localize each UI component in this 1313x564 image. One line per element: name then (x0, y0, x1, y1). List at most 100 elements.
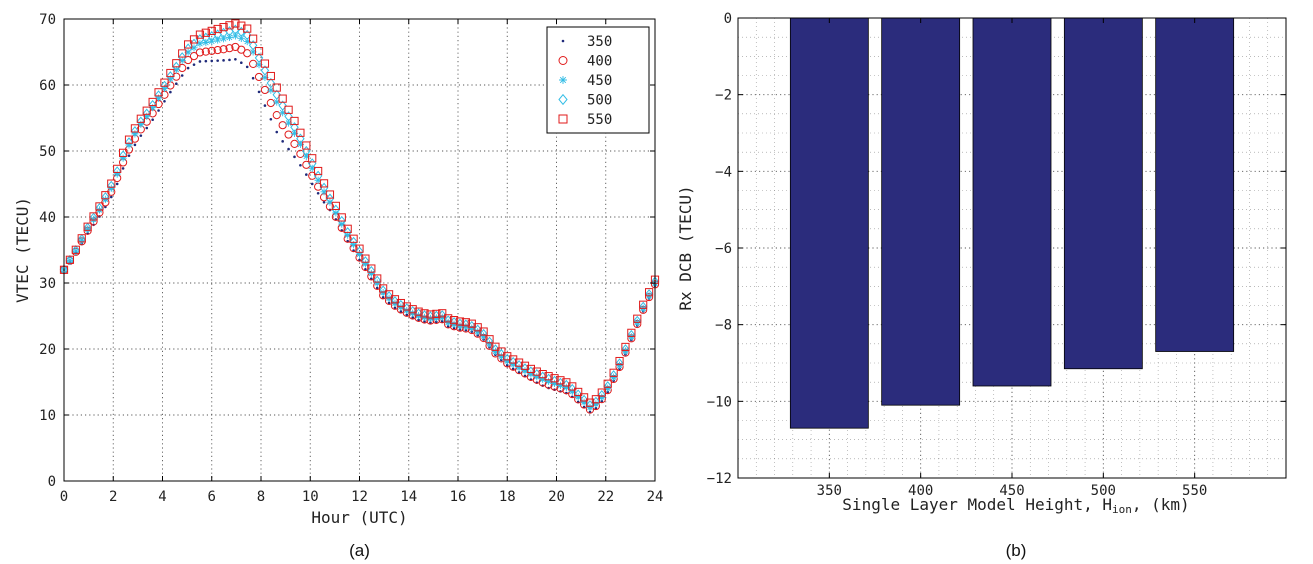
data-point-550 (77, 234, 86, 243)
data-point-550 (373, 274, 382, 283)
data-point-550 (479, 327, 488, 336)
data-point-550 (444, 314, 453, 323)
data-point-500 (290, 122, 299, 133)
legend-entry-350: 350 (561, 34, 612, 50)
data-point-350 (245, 65, 249, 69)
data-point-500 (331, 204, 341, 215)
data-point-400 (284, 130, 293, 139)
data-point-350 (169, 90, 172, 94)
data-point-450 (379, 288, 387, 297)
data-point-400 (237, 45, 246, 54)
data-point-500 (384, 291, 394, 302)
x-tick-label: 22 (597, 489, 614, 505)
data-point-350 (612, 379, 615, 383)
data-point-350 (174, 82, 178, 85)
data-point-500 (609, 370, 618, 381)
data-point-450 (468, 324, 476, 332)
data-point-350 (411, 316, 414, 319)
data-point-450 (533, 373, 541, 381)
data-point-500 (319, 182, 329, 194)
data-point-400 (254, 72, 264, 82)
y-tick-label: −4 (715, 164, 732, 180)
data-point-550 (426, 310, 435, 319)
data-point-550 (154, 88, 163, 97)
data-point-450 (172, 66, 180, 74)
data-point-350 (352, 249, 355, 252)
bar-500 (1063, 17, 1143, 370)
x-tick-label: 16 (450, 489, 467, 505)
x-tick-label: 20 (548, 489, 565, 505)
bar-400 (881, 17, 961, 406)
data-point-500 (343, 227, 352, 238)
x-tick-label: 12 (351, 489, 368, 505)
data-point-450 (225, 33, 234, 42)
data-point-500 (101, 192, 110, 203)
data-point-550 (302, 141, 311, 150)
data-point-350 (133, 143, 137, 147)
data-point-550 (243, 24, 252, 33)
data-point-450 (178, 56, 186, 65)
data-point-450 (562, 383, 570, 391)
data-point-500 (183, 43, 193, 54)
data-point-450 (326, 198, 334, 206)
y-tick-label: 10 (39, 408, 56, 424)
data-point-550 (574, 387, 583, 397)
data-point-500 (573, 389, 583, 400)
data-point-500 (633, 315, 642, 327)
data-point-500 (349, 236, 358, 248)
panel-b: 350 400 450 500 550 −12 −10 −8 −6 −4 −2 0 Single La… (676, 11, 1287, 560)
data-point-350 (281, 140, 284, 143)
data-point-350 (299, 163, 302, 167)
data-point-450 (521, 367, 529, 375)
data-point-450 (113, 170, 121, 178)
data-point-550 (532, 367, 541, 376)
data-point-350 (381, 296, 385, 299)
data-point-500 (355, 246, 364, 257)
data-point-400 (266, 98, 275, 108)
data-point-500 (254, 52, 264, 64)
bar-350 (789, 17, 869, 429)
data-point-450 (284, 119, 293, 127)
data-point-350 (192, 63, 196, 66)
data-point-350 (464, 328, 468, 332)
data-point-500 (136, 116, 146, 127)
data-point-550 (266, 71, 275, 81)
data-point-500 (621, 344, 630, 355)
data-point-350 (293, 155, 296, 159)
data-point-550 (260, 59, 270, 68)
data-point-550 (136, 114, 145, 123)
data-point-350 (600, 399, 604, 403)
panel-a-x-axis-label: Hour (UTC) (311, 508, 407, 527)
data-point-350 (582, 405, 586, 409)
data-point-350 (234, 57, 237, 61)
data-point-500 (579, 394, 589, 406)
data-point-550 (237, 21, 246, 30)
legend-marker (559, 76, 567, 84)
data-point-500 (112, 166, 122, 177)
data-point-550 (254, 47, 264, 56)
data-point-350 (121, 167, 125, 170)
data-point-450 (166, 75, 174, 83)
y-tick-label: −2 (715, 88, 732, 104)
x-tick-label: 14 (400, 489, 417, 505)
data-point-350 (186, 66, 190, 70)
data-point-450 (279, 109, 287, 117)
data-point-550 (349, 234, 358, 243)
data-point-550 (633, 314, 642, 323)
data-point-450 (154, 94, 163, 102)
data-point-550 (278, 94, 287, 103)
data-point-350 (109, 195, 113, 199)
data-point-550 (485, 335, 494, 344)
data-point-350 (251, 76, 255, 80)
data-point-450 (373, 279, 381, 287)
data-point-350 (606, 390, 610, 394)
data-point-550 (449, 316, 459, 325)
data-point-450 (615, 361, 624, 369)
data-point-400 (290, 139, 299, 148)
data-point-500 (148, 99, 157, 111)
data-point-500 (71, 245, 81, 256)
panel-a-y-axis-label: VTEC (TECU) (13, 197, 32, 303)
legend-label: 550 (587, 112, 612, 128)
